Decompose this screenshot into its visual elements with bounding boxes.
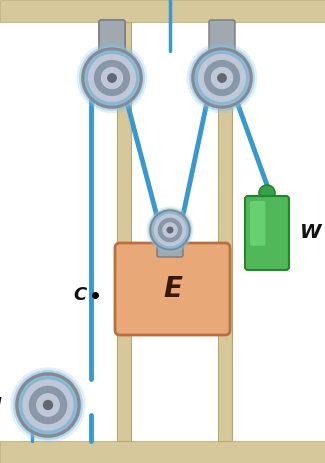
- Circle shape: [79, 45, 145, 111]
- Circle shape: [149, 209, 191, 251]
- Circle shape: [13, 370, 83, 440]
- Circle shape: [44, 400, 52, 409]
- Circle shape: [148, 208, 192, 252]
- FancyBboxPatch shape: [99, 20, 125, 56]
- Circle shape: [218, 74, 226, 82]
- Circle shape: [108, 74, 116, 82]
- Circle shape: [82, 48, 142, 108]
- Circle shape: [89, 55, 136, 101]
- Text: E: E: [163, 275, 182, 303]
- Circle shape: [150, 210, 190, 250]
- Circle shape: [192, 48, 252, 108]
- Circle shape: [158, 219, 182, 242]
- Circle shape: [189, 45, 255, 111]
- Circle shape: [37, 394, 59, 416]
- Text: C: C: [74, 286, 87, 304]
- Circle shape: [30, 387, 67, 424]
- Circle shape: [167, 227, 173, 233]
- Circle shape: [195, 51, 249, 105]
- Circle shape: [154, 214, 186, 245]
- Circle shape: [191, 47, 253, 109]
- Circle shape: [10, 367, 86, 443]
- Circle shape: [85, 51, 139, 105]
- FancyBboxPatch shape: [245, 196, 289, 270]
- Circle shape: [19, 376, 77, 434]
- Text: M: M: [0, 396, 2, 414]
- Circle shape: [101, 68, 123, 88]
- Circle shape: [187, 43, 257, 113]
- Circle shape: [95, 61, 129, 95]
- Circle shape: [146, 206, 194, 254]
- FancyBboxPatch shape: [99, 20, 125, 56]
- Circle shape: [16, 373, 80, 437]
- Circle shape: [259, 185, 275, 201]
- Circle shape: [152, 212, 188, 248]
- Bar: [0, 441, 325, 463]
- Bar: [218, 22, 232, 441]
- FancyBboxPatch shape: [250, 201, 266, 246]
- FancyBboxPatch shape: [157, 220, 183, 257]
- Bar: [0, 0, 325, 22]
- FancyBboxPatch shape: [115, 243, 230, 335]
- Bar: [117, 22, 131, 441]
- Circle shape: [77, 43, 148, 113]
- FancyBboxPatch shape: [209, 20, 235, 56]
- Circle shape: [163, 223, 177, 237]
- Text: W: W: [300, 224, 321, 243]
- Circle shape: [23, 380, 73, 430]
- Circle shape: [199, 55, 245, 101]
- Circle shape: [15, 372, 81, 438]
- Circle shape: [81, 47, 143, 109]
- Circle shape: [205, 61, 240, 95]
- Circle shape: [212, 68, 232, 88]
